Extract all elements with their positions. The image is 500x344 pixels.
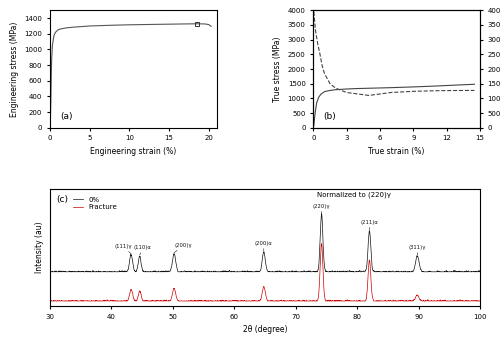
Line: 0%: 0%	[50, 214, 480, 272]
Line: Fracture: Fracture	[50, 244, 480, 301]
Text: (200)α: (200)α	[255, 241, 272, 251]
0%	[444, 270, 450, 274]
0%	[477, 270, 483, 274]
Text: (c): (c)	[56, 195, 68, 204]
Fracture	[48, 299, 54, 303]
Y-axis label: Engineering stress (MPa): Engineering stress (MPa)	[10, 21, 19, 117]
X-axis label: Engineering strain (%): Engineering strain (%)	[90, 147, 176, 156]
0%	[137, 255, 143, 259]
Fracture	[320, 278, 326, 282]
X-axis label: True strain (%): True strain (%)	[368, 147, 425, 156]
Y-axis label: True stress (MPa): True stress (MPa)	[273, 36, 282, 102]
0%	[250, 270, 256, 274]
Text: (200)γ: (200)γ	[174, 243, 192, 253]
Legend: 0%, Fracture: 0%, Fracture	[70, 195, 120, 212]
0%	[48, 270, 54, 274]
Fracture	[250, 299, 256, 303]
Text: (111)γ: (111)γ	[115, 244, 132, 254]
Text: (211)α: (211)α	[360, 220, 378, 230]
Y-axis label: Intensity (au): Intensity (au)	[36, 222, 44, 273]
0%	[202, 270, 208, 274]
Fracture	[477, 299, 483, 303]
X-axis label: 2θ (degree): 2θ (degree)	[243, 325, 287, 334]
Fracture	[137, 289, 143, 293]
Text: (b): (b)	[324, 112, 336, 121]
Fracture	[302, 299, 308, 303]
Text: (311)γ: (311)γ	[408, 245, 426, 255]
Text: (220)γ: (220)γ	[312, 204, 330, 214]
Fracture	[202, 299, 208, 303]
0%	[318, 212, 324, 216]
Text: (a): (a)	[60, 112, 72, 121]
Fracture	[47, 298, 53, 302]
0%	[302, 269, 308, 273]
0%	[320, 248, 326, 252]
0%	[47, 269, 53, 273]
Text: (110)α: (110)α	[134, 245, 152, 255]
Text: Normalized to (220)γ: Normalized to (220)γ	[316, 191, 390, 197]
Fracture	[318, 241, 324, 246]
Fracture	[444, 299, 450, 303]
